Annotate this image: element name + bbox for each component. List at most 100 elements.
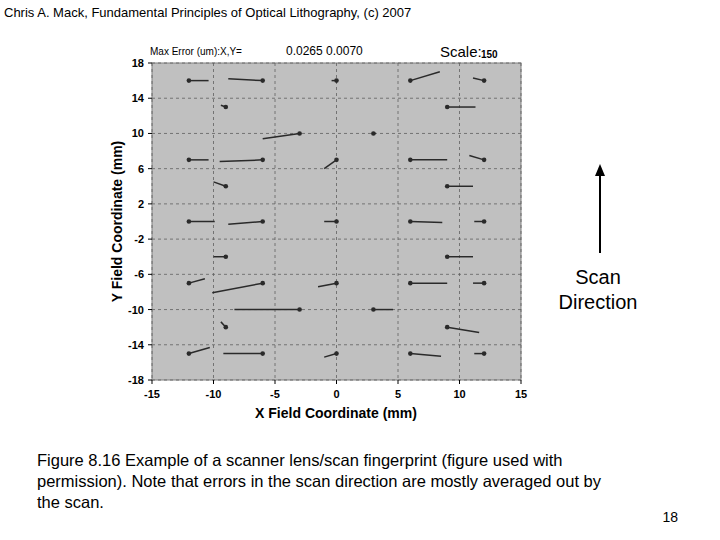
vector-dot xyxy=(334,78,339,83)
vector-line xyxy=(410,221,442,223)
scan-arrow xyxy=(599,172,601,253)
grid-line xyxy=(275,63,276,380)
error-vector xyxy=(214,182,229,189)
vector-dot xyxy=(187,351,192,356)
vector-dot xyxy=(334,158,339,163)
y-tick-label: 6 xyxy=(138,163,144,175)
caption: the scan. xyxy=(37,493,104,511)
vector-dot xyxy=(408,78,413,83)
vector-dot xyxy=(224,325,229,330)
vector-line xyxy=(447,327,479,332)
vector-dot xyxy=(408,281,413,286)
error-vector xyxy=(473,281,486,286)
x-tick-label: 10 xyxy=(453,388,465,400)
error-vector xyxy=(228,78,265,83)
error-vector xyxy=(474,219,486,224)
error-vector xyxy=(371,131,376,136)
slide: Chris A. Mack, Fundamental Principles of… xyxy=(0,0,720,540)
grid-line xyxy=(398,63,399,380)
scan-direction-label: Scan xyxy=(575,266,621,288)
vector-dot xyxy=(482,281,487,286)
vector-line xyxy=(189,159,209,161)
x-tick-label: 15 xyxy=(515,388,527,400)
y-tick xyxy=(148,274,152,275)
x-axis-label: X Field Coordinate (mm) xyxy=(255,405,417,421)
chart-panel xyxy=(108,38,538,430)
max-error-values: 0.0265 0.0070 xyxy=(286,44,363,58)
vector-dot xyxy=(260,281,265,286)
y-tick xyxy=(148,63,152,64)
vector-dot xyxy=(260,158,265,163)
vector-line xyxy=(223,353,262,355)
vector-dot xyxy=(482,219,487,224)
error-vector xyxy=(234,307,301,312)
vector-line xyxy=(469,155,484,159)
vector-dot xyxy=(445,105,450,110)
vector-dot xyxy=(371,131,376,136)
y-tick-label: -6 xyxy=(134,268,144,280)
vector-dot xyxy=(334,219,339,224)
vector-dot xyxy=(297,307,302,312)
y-tick xyxy=(148,344,152,345)
y-tick-label: 18 xyxy=(132,57,144,69)
error-vector xyxy=(324,158,339,169)
y-tick-label: 14 xyxy=(132,92,145,104)
error-vector xyxy=(445,105,476,110)
vector-line xyxy=(228,222,262,225)
grid xyxy=(152,63,521,380)
x-tick xyxy=(521,380,522,384)
error-vector xyxy=(187,347,210,355)
grid-line xyxy=(152,274,521,275)
error-vector xyxy=(221,105,228,110)
vector-dot xyxy=(445,254,450,259)
vector-line xyxy=(447,256,473,258)
error-vector xyxy=(371,307,393,312)
vector-line xyxy=(410,282,447,284)
vector-line xyxy=(263,133,300,138)
grid-line xyxy=(152,98,521,99)
x-tick xyxy=(275,380,276,384)
error-vector xyxy=(445,184,473,189)
error-vector xyxy=(324,219,339,224)
x-tick xyxy=(213,380,214,384)
vector-dot xyxy=(187,281,192,286)
y-tick xyxy=(148,98,152,99)
vector-dot xyxy=(408,158,413,163)
plot-area xyxy=(152,63,521,380)
error-vector xyxy=(469,155,486,162)
vector-line xyxy=(410,72,440,81)
y-tick-label: -18 xyxy=(128,374,144,386)
y-tick-label: 2 xyxy=(138,198,144,210)
error-vector xyxy=(474,351,486,356)
vector-line xyxy=(447,186,473,188)
grid-line xyxy=(152,63,521,64)
error-vector xyxy=(408,219,442,224)
vector-dot xyxy=(445,184,450,189)
scale-value: 150 xyxy=(481,49,498,60)
x-tick xyxy=(459,380,460,384)
grid-line xyxy=(152,344,521,345)
error-vector xyxy=(212,281,265,293)
vector-dot xyxy=(187,158,192,163)
vector-dot xyxy=(260,78,265,83)
vector-line xyxy=(410,354,441,357)
grid-line xyxy=(521,63,522,380)
vector-line xyxy=(220,160,263,162)
vector-dot xyxy=(297,131,302,136)
error-vector xyxy=(263,131,302,139)
y-tick-label: -14 xyxy=(128,339,145,351)
vector-dot xyxy=(445,325,450,330)
page-number: 18 xyxy=(662,509,678,525)
vector-line xyxy=(189,279,205,283)
header: Chris A. Mack, Fundamental Principles of… xyxy=(4,5,411,20)
error-vector xyxy=(445,254,473,259)
x-tick xyxy=(152,380,153,384)
vector-line xyxy=(318,283,336,287)
scan-arrowhead xyxy=(595,164,605,176)
scale-label: Scale: xyxy=(440,43,482,60)
vector-dot xyxy=(260,219,265,224)
error-vector xyxy=(187,279,205,286)
x-tick xyxy=(398,380,399,384)
error-vector xyxy=(221,322,228,330)
scan-direction-label: Direction xyxy=(559,291,638,313)
